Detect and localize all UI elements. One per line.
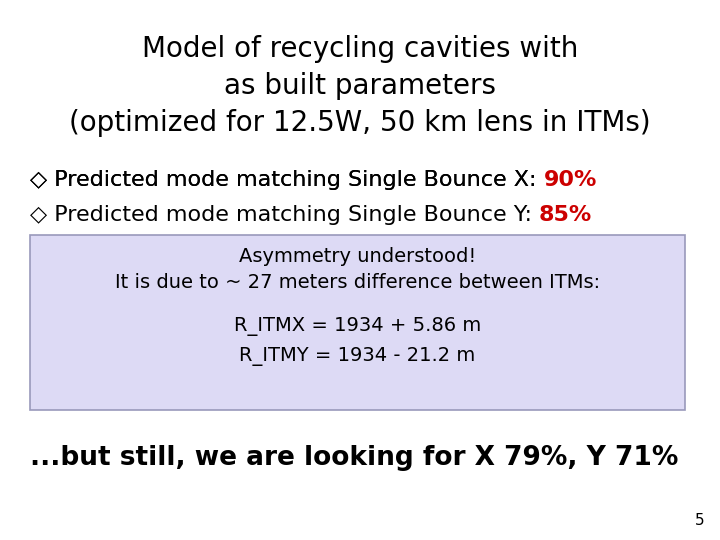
Text: It is due to ~ 27 meters difference between ITMs:: It is due to ~ 27 meters difference betw…: [115, 273, 600, 292]
Text: 5: 5: [696, 513, 705, 528]
Text: (optimized for 12.5W, 50 km lens in ITMs): (optimized for 12.5W, 50 km lens in ITMs…: [69, 109, 651, 137]
Text: R_ITMY = 1934 - 21.2 m: R_ITMY = 1934 - 21.2 m: [239, 347, 476, 366]
Text: ◇ Predicted mode matching Single Bounce X:: ◇ Predicted mode matching Single Bounce …: [30, 170, 544, 190]
FancyBboxPatch shape: [30, 235, 685, 410]
Text: Asymmetry understood!: Asymmetry understood!: [239, 247, 476, 266]
Text: R_ITMX = 1934 + 5.86 m: R_ITMX = 1934 + 5.86 m: [234, 317, 481, 336]
Text: ◇ Predicted mode matching Single Bounce X:: ◇ Predicted mode matching Single Bounce …: [30, 170, 544, 190]
Text: 85%: 85%: [539, 205, 593, 225]
Text: Model of recycling cavities with: Model of recycling cavities with: [142, 35, 578, 63]
Text: 90%: 90%: [544, 170, 597, 190]
Text: as built parameters: as built parameters: [224, 72, 496, 100]
Text: ◇ Predicted mode matching Single Bounce Y:: ◇ Predicted mode matching Single Bounce …: [30, 205, 539, 225]
Text: ...but still, we are looking for X 79%, Y 71%: ...but still, we are looking for X 79%, …: [30, 445, 678, 471]
